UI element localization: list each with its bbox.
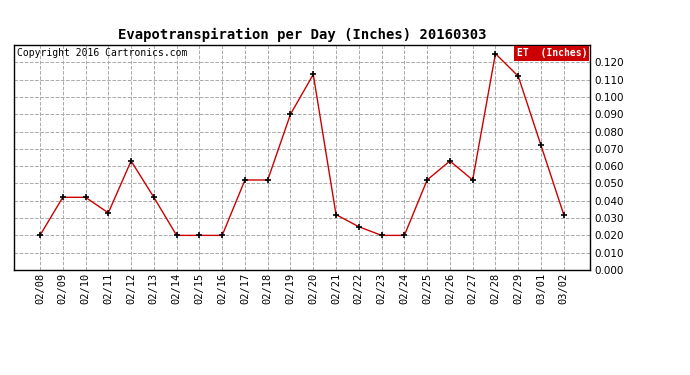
Text: ET  (Inches): ET (Inches) [517, 48, 587, 58]
Title: Evapotranspiration per Day (Inches) 20160303: Evapotranspiration per Day (Inches) 2016… [117, 28, 486, 42]
Text: Copyright 2016 Cartronics.com: Copyright 2016 Cartronics.com [17, 48, 187, 58]
